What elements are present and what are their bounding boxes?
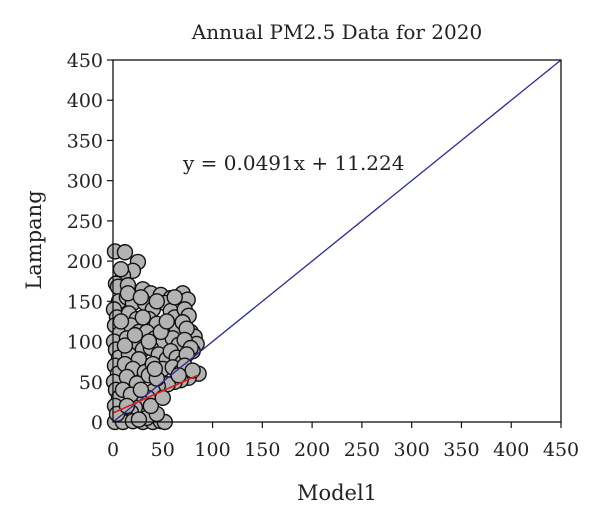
y-tick-label: 450	[67, 50, 103, 72]
trend-equation: y = 0.0491x + 11.224	[182, 151, 404, 175]
data-point	[126, 326, 144, 344]
y-tick-label: 50	[79, 372, 103, 394]
data-point	[166, 289, 183, 306]
data-point	[132, 289, 150, 306]
x-tick-label: 50	[151, 439, 175, 461]
y-axis-title: Lampang	[22, 190, 46, 289]
data-point	[148, 293, 166, 310]
data-point	[142, 397, 160, 415]
data-point	[132, 381, 150, 399]
data-point	[130, 411, 148, 428]
x-tick-label: 100	[194, 439, 230, 461]
y-tick-label: 300	[67, 171, 103, 193]
scatter-points	[105, 243, 207, 431]
y-tick-label: 400	[67, 90, 103, 112]
plot-area-frame	[112, 59, 562, 423]
y-axis-ticks: 0 50 100 150 200 250 300 350 400 450	[67, 50, 113, 434]
data-point	[116, 244, 134, 261]
y-tick-label: 350	[67, 130, 103, 152]
y-tick-label: 250	[67, 211, 103, 233]
y-tick-label: 100	[67, 332, 103, 354]
x-tick-label: 0	[107, 439, 119, 461]
chart-title: Annual PM2.5 Data for 2020	[191, 20, 482, 44]
y-tick-label: 150	[67, 291, 103, 313]
x-axis-title: Model1	[297, 481, 377, 505]
data-point	[112, 313, 130, 330]
x-tick-label: 350	[443, 439, 479, 461]
x-tick-label: 150	[244, 439, 280, 461]
data-point	[140, 333, 158, 350]
y-tick-label: 0	[91, 412, 103, 434]
x-tick-label: 300	[394, 439, 430, 461]
data-point	[118, 397, 136, 415]
data-point	[158, 313, 175, 330]
identity-line	[112, 59, 562, 423]
trend-line	[112, 374, 198, 414]
data-point	[112, 260, 130, 278]
x-tick-label: 400	[493, 439, 529, 461]
data-point	[146, 360, 164, 378]
data-point	[116, 337, 134, 354]
x-tick-label: 450	[543, 439, 579, 461]
x-tick-label: 200	[294, 439, 330, 461]
data-point	[134, 309, 152, 326]
x-axis-ticks: 0 50 100 150 200 250 300 350 400 450	[107, 422, 579, 461]
data-point	[184, 362, 201, 379]
x-tick-label: 250	[344, 439, 380, 461]
y-tick-label: 200	[67, 251, 103, 273]
